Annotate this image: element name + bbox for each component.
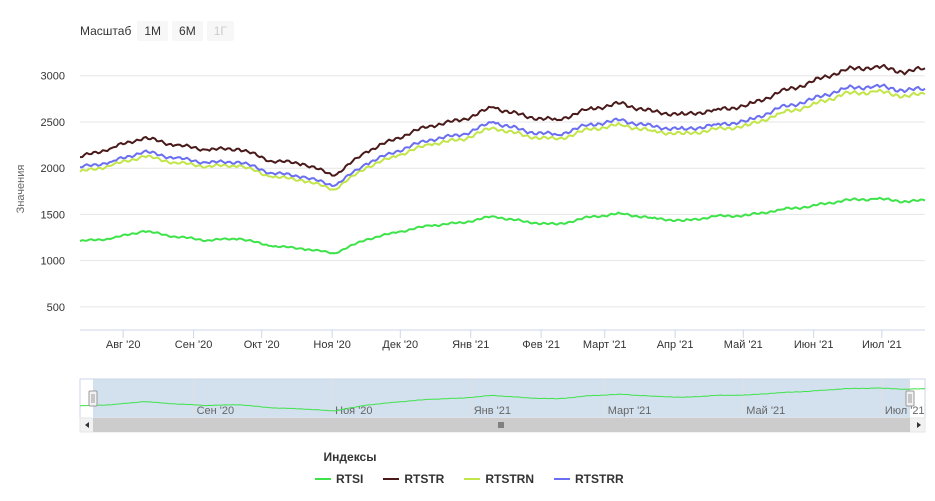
x-tick-label: Июл '21 — [862, 339, 902, 351]
grid-lines — [80, 75, 925, 308]
x-tick-label: Янв '21 — [452, 339, 489, 351]
legend-item-rtstrr[interactable]: RTSTRR — [554, 472, 624, 486]
navigator-handle-left — [88, 390, 98, 407]
x-tick-label: Июн '21 — [794, 339, 834, 351]
y-axis: 500 1000 1500 2000 2500 3000 Значения — [15, 71, 65, 314]
legend-swatch-rtstrr — [554, 478, 571, 480]
scroll-left-arrow-icon — [85, 422, 89, 428]
y-axis-title: Значения — [15, 165, 27, 214]
x-tick-label: Авг '20 — [106, 339, 141, 351]
x-tick-label: Дек '20 — [382, 339, 418, 351]
series-line-rtstrn — [79, 88, 926, 191]
legend-swatch-rtsi — [315, 478, 331, 480]
x-tick-label: Фев '21 — [522, 339, 560, 351]
x-tick-label: Апр '21 — [657, 339, 694, 351]
legend-item-rtstr[interactable]: RTSTR — [383, 472, 444, 486]
y-tick-label: 500 — [47, 302, 65, 314]
range-button-1y: 1Г — [206, 21, 234, 41]
navigator[interactable]: Сен '20 Ноя '20 Янв '21 Март '21 Май '21 Июл … — [79, 378, 926, 433]
legend-swatch-rtstr — [383, 478, 400, 480]
navigator-tick-label: Сен '20 — [197, 405, 235, 417]
navigator-handle-right — [905, 390, 915, 407]
series-line-rtstr — [79, 63, 926, 177]
legend-label-rtstrn: RTSTRN — [485, 472, 535, 486]
legend-item-rtstrn[interactable]: RTSTRN — [464, 472, 534, 486]
y-tick-label: 1000 — [41, 256, 65, 268]
navigator-tick-label: Март '21 — [608, 405, 652, 417]
range-selector: Масштаб 1М 6М 1Г — [80, 20, 238, 42]
series-lines — [79, 63, 926, 255]
navigator-tick-label: Янв '21 — [474, 405, 511, 417]
series-line-rtsi — [79, 196, 926, 255]
x-tick-label: Ноя '20 — [313, 339, 350, 351]
series-line-rtstrr — [79, 83, 926, 187]
legend-swatch-rtstrn — [464, 478, 481, 480]
y-tick-label: 2500 — [41, 117, 65, 129]
scroll-right-arrow-icon — [917, 422, 921, 428]
navigator-tick-label: Июл '21 — [885, 405, 925, 417]
legend-item-rtsi[interactable]: RTSI — [315, 472, 363, 486]
legend-label-rtstr: RTSTR — [404, 472, 445, 486]
legend: RTSI RTSTR RTSTRN RTSTRR — [315, 472, 644, 486]
x-tick-label: Окт '20 — [244, 339, 280, 351]
range-button-1m[interactable]: 1М — [137, 21, 169, 41]
navigator-selection — [93, 379, 910, 418]
x-axis: Авг '20 Сен '20 Окт '20 Ноя '20 Дек '20 Янв '… — [80, 329, 925, 351]
y-tick-label: 3000 — [41, 71, 65, 83]
x-tick-label: Сен '20 — [175, 339, 213, 351]
legend-label-rtsi: RTSI — [336, 472, 364, 486]
y-tick-label: 2000 — [41, 163, 65, 175]
range-button-6m[interactable]: 6М — [172, 21, 203, 41]
legend-label-rtstrr: RTSTRR — [575, 472, 624, 486]
legend-title: Индексы — [323, 450, 377, 464]
navigator-tick-label: Май '21 — [746, 405, 785, 417]
range-selector-label: Масштаб — [80, 24, 132, 38]
navigator-tick-label: Ноя '20 — [335, 405, 372, 417]
navigator-series-line — [79, 387, 926, 412]
y-tick-label: 1500 — [41, 209, 65, 221]
x-tick-label: Май '21 — [724, 339, 763, 351]
x-tick-label: Март '21 — [583, 339, 627, 351]
